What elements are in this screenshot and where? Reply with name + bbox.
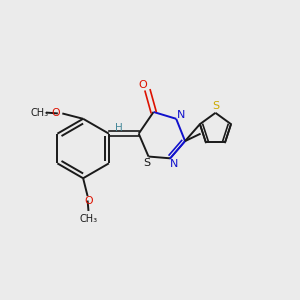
Text: O: O — [52, 108, 60, 118]
Text: O: O — [138, 80, 147, 90]
Text: O: O — [84, 196, 93, 206]
Text: H: H — [115, 123, 123, 133]
Text: S: S — [212, 101, 219, 111]
Text: CH₃: CH₃ — [80, 214, 98, 224]
Text: CH₃: CH₃ — [30, 108, 49, 118]
Text: N: N — [177, 110, 186, 120]
Text: N: N — [169, 159, 178, 169]
Text: S: S — [143, 158, 151, 168]
